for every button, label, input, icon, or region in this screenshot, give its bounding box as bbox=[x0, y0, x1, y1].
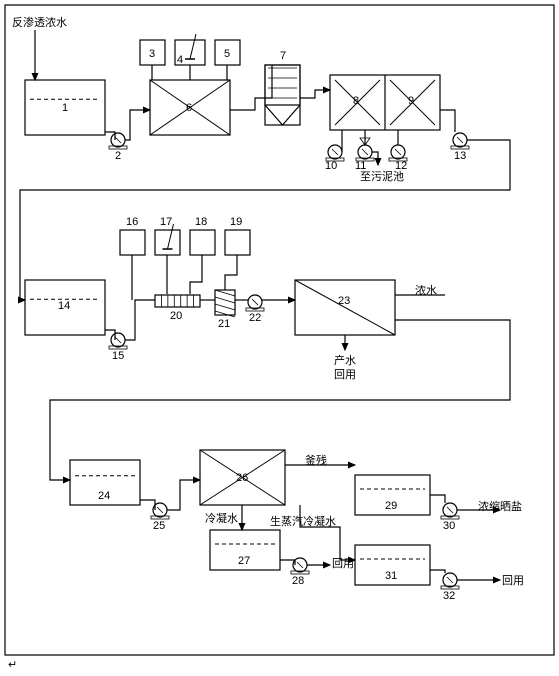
diagram-canvas bbox=[0, 0, 559, 676]
label-still: 釜残 bbox=[305, 452, 327, 468]
num-21: 21 bbox=[218, 318, 230, 330]
num-22: 22 bbox=[249, 312, 261, 324]
num-7: 7 bbox=[280, 50, 286, 62]
num-2: 2 bbox=[115, 150, 121, 162]
label-reuse3: 回用 bbox=[502, 572, 524, 588]
num-26: 26 bbox=[236, 472, 248, 484]
num-16: 16 bbox=[126, 216, 138, 228]
num-18: 18 bbox=[195, 216, 207, 228]
num-13: 13 bbox=[454, 150, 466, 162]
num-28: 28 bbox=[292, 575, 304, 587]
num-15: 15 bbox=[112, 350, 124, 362]
label-cond: 冷凝水 bbox=[205, 510, 238, 526]
label-conc-salt: 浓缩晒盐 bbox=[478, 498, 522, 514]
num-32: 32 bbox=[443, 590, 455, 602]
num-12: 12 bbox=[395, 160, 407, 172]
num-11: 11 bbox=[355, 160, 366, 172]
num-27: 27 bbox=[238, 555, 250, 567]
label-reuse1: 回用 bbox=[334, 366, 356, 382]
label-reuse2: 回用 bbox=[332, 555, 354, 571]
num-1: 1 bbox=[62, 102, 68, 114]
num-6: 6 bbox=[186, 102, 192, 114]
label-conc-water: 浓水 bbox=[415, 282, 437, 298]
num-29: 29 bbox=[385, 500, 397, 512]
num-10: 10 bbox=[325, 160, 337, 172]
num-5: 5 bbox=[224, 48, 230, 60]
num-3: 3 bbox=[149, 48, 155, 60]
label-bottom: ↵ bbox=[8, 658, 17, 671]
num-8: 8 bbox=[353, 95, 359, 107]
num-14: 14 bbox=[58, 300, 70, 312]
num-20: 20 bbox=[170, 310, 182, 322]
num-25: 25 bbox=[153, 520, 165, 532]
num-31: 31 bbox=[385, 570, 397, 582]
label-steam-cond: 生蒸汽冷凝水 bbox=[270, 513, 336, 529]
num-23: 23 bbox=[338, 295, 350, 307]
num-24: 24 bbox=[98, 490, 110, 502]
num-9: 9 bbox=[408, 95, 414, 107]
num-19: 19 bbox=[230, 216, 242, 228]
num-30: 30 bbox=[443, 520, 455, 532]
label-input: 反渗透浓水 bbox=[12, 14, 67, 30]
num-17: 17 bbox=[160, 216, 172, 228]
num-4: 4 bbox=[177, 54, 183, 66]
